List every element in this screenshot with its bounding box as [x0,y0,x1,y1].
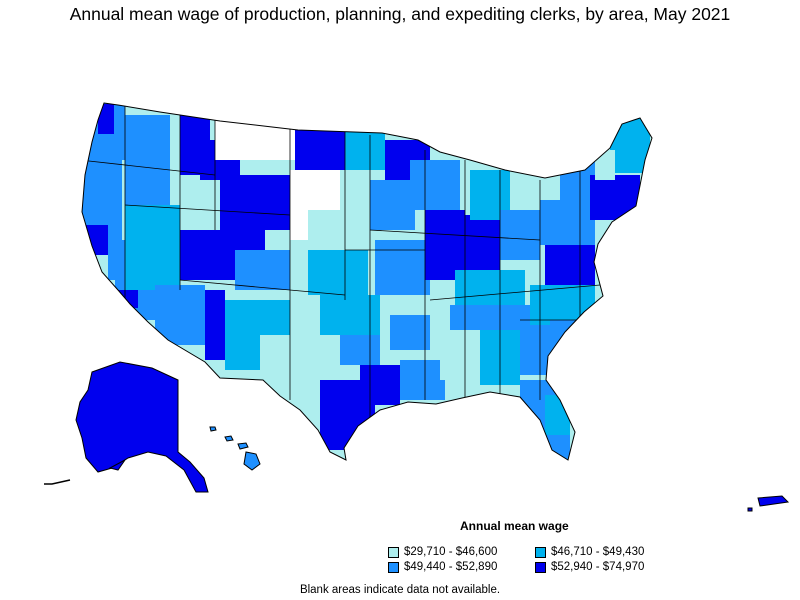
region-mississippi [440,330,480,380]
region-colorado-south [235,250,290,290]
region-montana-east [215,120,295,160]
region-south-carolina [550,320,580,350]
legend-swatch-4 [535,561,546,573]
region-pennsylvania [540,200,595,245]
region-indiana [465,215,500,270]
region-florida-east [545,395,570,435]
region-iowa [370,180,415,230]
legend-label-2: $46,710 - $49,430 [551,546,645,558]
region-minnesota [345,130,385,170]
region-illinois [425,210,465,280]
region-wyoming [220,175,290,230]
region-arizona-south [205,290,225,360]
region-nevada [125,205,180,290]
alaska [44,361,209,493]
region-texas-west [260,335,330,395]
region-ohio [500,210,540,260]
region-nebraska [308,210,368,250]
hawaii [209,426,261,471]
region-dallas [340,335,380,365]
region-south-dakota [290,170,340,215]
region-oklahoma [320,295,380,335]
region-kansas [308,250,368,295]
blank-areas-note: Blank areas indicate data not available. [299,584,501,596]
region-idaho [125,115,170,205]
state-borders [82,103,601,430]
region-seattle [98,104,114,134]
region-wisconsin [410,160,460,210]
region-arizona [155,285,205,345]
region-missouri [375,240,430,295]
region-virginia [545,245,595,285]
region-new-england [590,175,640,220]
legend-swatch-2 [535,546,546,558]
legend-label-1: $29,710 - $46,600 [404,546,498,558]
legend-item-2: $46,710 - $49,430 [535,546,644,558]
conus-outline [81,102,653,461]
legend-item-3: $49,440 - $52,890 [388,561,497,573]
region-tennessee [450,305,530,330]
region-la [118,290,138,308]
region-arkansas [390,315,430,350]
region-north-dakota [295,130,345,170]
legend-title: Annual mean wage [460,519,569,533]
region-louisiana [400,360,445,400]
region-nebraska-east [290,215,308,240]
legend-swatch-3 [388,561,399,573]
region-houston [360,365,400,405]
region-kentucky [455,270,525,305]
region-bay-area [86,225,108,255]
puerto-rico [747,495,790,512]
region-oregon-west [82,160,122,210]
legend-label-3: $49,440 - $52,890 [404,561,498,573]
legend-swatch-1 [388,546,399,558]
legend-item-4: $52,940 - $74,970 [535,561,644,573]
legend-item-1: $29,710 - $46,600 [388,546,497,558]
legend-label-4: $52,940 - $74,970 [551,561,645,573]
region-vermont [595,150,615,180]
map-title: Annual mean wage of production, planning… [69,4,731,24]
